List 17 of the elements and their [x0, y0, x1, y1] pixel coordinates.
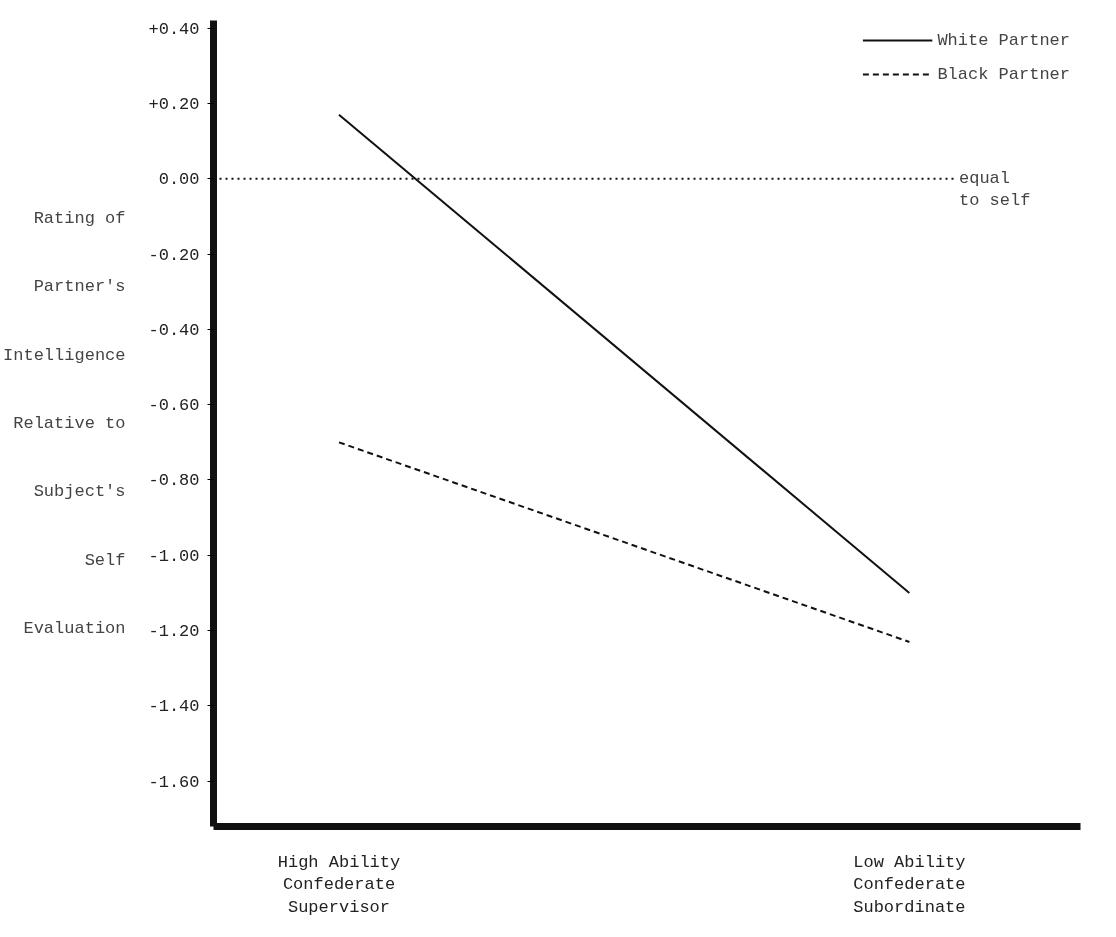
y-tick-label: -1.20 — [148, 622, 200, 642]
legend-label: Black Partner — [937, 64, 1070, 84]
y-tick-label: -0.20 — [148, 245, 200, 265]
x-tick-label: Low Ability Confederate Subordinate — [853, 852, 966, 918]
y-tick-label: -0.60 — [148, 396, 200, 416]
y-tick-label: -0.40 — [148, 320, 200, 340]
y-tick-label: -1.60 — [148, 772, 200, 792]
text: Rating of Partner's Intelligence Relative to Subject's Self Evaluation — [3, 208, 126, 639]
y-tick-label: -1.40 — [148, 697, 200, 717]
y-tick-label: -1.00 — [148, 546, 200, 566]
y-tick-label: +0.40 — [148, 19, 200, 39]
y-tick-label: -0.80 — [148, 471, 200, 491]
y-tick-label: 0.00 — [158, 170, 200, 190]
x-tick-label: High Ability Confederate Supervisor — [277, 852, 401, 918]
ref-line-label: equal to self — [959, 168, 1031, 211]
legend-label: White Partner — [937, 30, 1070, 50]
y-tick-label: +0.20 — [148, 94, 200, 114]
